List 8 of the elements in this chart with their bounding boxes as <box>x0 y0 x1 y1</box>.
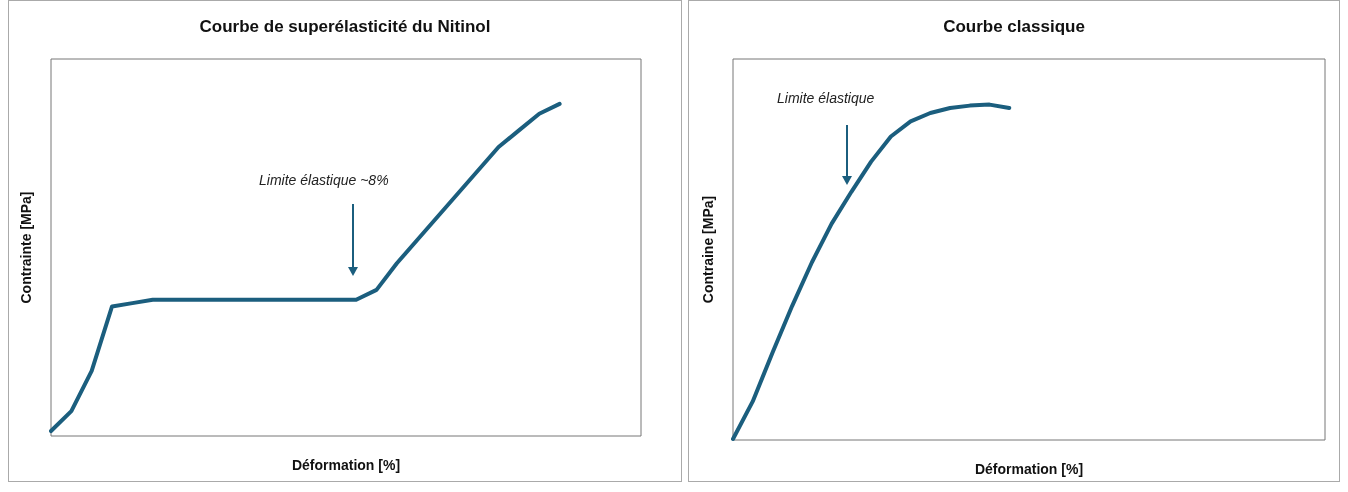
x-axis-title: Déformation [%] <box>291 457 401 473</box>
y-axis-title: Contrainte [MPa] <box>18 191 34 304</box>
chart-title: Courbe de superélasticité du Nitinol <box>199 17 491 36</box>
chart-title: Courbe classique <box>943 17 1085 36</box>
annotation: Limite élastique ~8% <box>259 172 389 188</box>
y-axis-title: Contraine [MPa] <box>700 195 716 304</box>
x-axis-title: Déformation [%] <box>974 461 1084 477</box>
annotation: Limite élastique <box>777 90 875 106</box>
